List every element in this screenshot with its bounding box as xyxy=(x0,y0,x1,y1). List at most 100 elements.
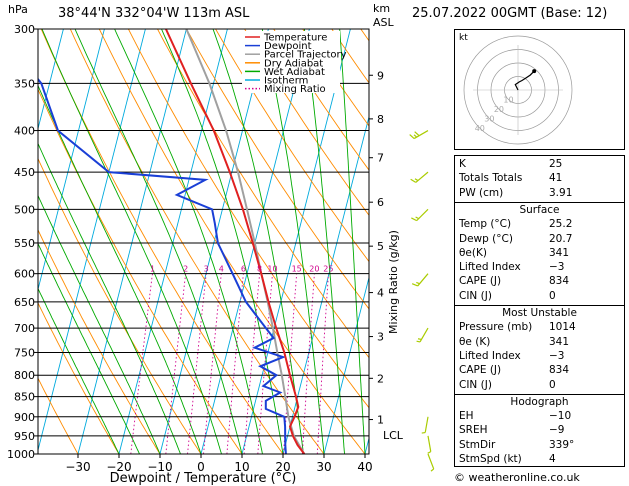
surface-section-title: Surface xyxy=(519,203,560,216)
hodograph-row: StmDir 339° xyxy=(459,439,620,453)
hodograph-ring-label: 40 xyxy=(475,124,485,133)
km-tick-label: 5 xyxy=(377,240,384,253)
pressure-tick-label: 400 xyxy=(14,125,35,138)
dry-adiabat-line xyxy=(38,88,243,454)
km-tick-label: 4 xyxy=(377,287,384,300)
wind-barbs xyxy=(409,130,435,472)
section-divider xyxy=(455,201,624,203)
mixing-ratio-line xyxy=(301,273,315,454)
section-divider xyxy=(455,393,624,395)
pressure-tick-label: 350 xyxy=(14,77,35,90)
pressure-tick-label: 850 xyxy=(14,391,35,404)
dewpoint-line xyxy=(38,77,287,454)
surface-row: Dewp (°C) 20.7 xyxy=(459,233,620,247)
hodograph-section-title: Hodograph xyxy=(510,395,569,408)
mixing-ratio-lines xyxy=(130,273,329,454)
index-name: CIN (J) xyxy=(459,289,492,302)
most-unstable-row: Lifted Index −3 xyxy=(459,350,620,364)
isotherm-line xyxy=(406,29,450,454)
isotherm-line xyxy=(38,29,105,292)
index-name: Pressure (mb) xyxy=(459,321,533,334)
temperature-tick-label: 10 xyxy=(234,460,249,474)
wind-barb xyxy=(411,208,429,222)
index-name: CIN (J) xyxy=(459,378,492,391)
wind-barb xyxy=(410,171,429,183)
index-value: 41 xyxy=(549,172,563,185)
legend-label: Dry Adiabat xyxy=(264,58,323,69)
dry-adiabat-line xyxy=(38,377,79,454)
km-tick-label: 1 xyxy=(377,414,384,427)
wind-barb-flag xyxy=(416,340,421,343)
isotherm-line xyxy=(159,29,269,454)
wind-barb-flag xyxy=(416,281,420,285)
wind-barb xyxy=(409,130,429,140)
index-name: SREH xyxy=(459,424,488,437)
footer-credit: © weatheronline.co.uk xyxy=(454,471,580,484)
wind-barb-flag xyxy=(430,468,435,472)
mixing-ratio-label: 15 xyxy=(292,265,302,274)
km-tick-label: 9 xyxy=(377,69,384,82)
km-tick-label: 6 xyxy=(377,196,384,209)
mixing-ratio-line xyxy=(165,273,187,454)
x-axis-title: Dewpoint / Temperature (°C) xyxy=(110,471,297,486)
wind-barb xyxy=(416,327,429,343)
temperature-tick-label: 20 xyxy=(275,460,290,474)
index-name: CAPE (J) xyxy=(459,275,502,288)
dry-adiabat-line xyxy=(215,29,369,263)
plot-frame xyxy=(37,28,370,455)
surface-row: θe(K) 341 xyxy=(459,247,620,261)
dry-adiabat-line xyxy=(273,29,369,171)
hodograph-trace xyxy=(514,70,535,91)
index-row: Totals Totals 41 xyxy=(459,172,620,186)
temperature-tick-label: 0 xyxy=(197,460,205,474)
dry-adiabat-line xyxy=(419,29,450,454)
hodograph-row: EH −10 xyxy=(459,410,620,424)
most-unstable-row: θe (K) 341 xyxy=(459,336,620,350)
surface-row: Temp (°C) 25.2 xyxy=(459,218,620,232)
pressure-tick-label: 1000 xyxy=(7,448,35,461)
mixing-ratio-label: 4 xyxy=(219,265,224,274)
index-value: −10 xyxy=(549,410,572,423)
wind-barb-flag xyxy=(414,178,419,182)
index-value: −3 xyxy=(549,349,565,362)
wind-barb xyxy=(421,416,429,434)
index-value: 3.91 xyxy=(549,186,573,199)
isotherm-line xyxy=(323,275,369,454)
temperature-tick-label: 30 xyxy=(316,460,331,474)
index-name: StmDir xyxy=(459,438,496,451)
legend-label: Parcel Trajectory xyxy=(264,50,347,61)
wind-barb-staff xyxy=(427,453,435,470)
mixing-ratio-label: 10 xyxy=(267,265,277,274)
mixing-ratio-label: 20 xyxy=(309,265,319,274)
index-name: PW (cm) xyxy=(459,186,504,199)
temperature-line xyxy=(164,29,306,454)
hodograph-ring xyxy=(463,35,573,145)
surface-row: CAPE (J) 834 xyxy=(459,275,620,289)
pressure-tick-labels: 300 350 400 450 500 550 600 650 700 750 800 850 900 9… xyxy=(7,23,38,461)
legend-label: Wet Adiabat xyxy=(264,67,325,78)
km-axis: 9 8 7 6 5 4 3 2 1 LCL xyxy=(369,69,404,442)
most-unstable-section-title: Most Unstable xyxy=(502,307,577,319)
pressure-tick-label: 950 xyxy=(14,430,35,443)
mixing-ratio-line xyxy=(130,273,153,454)
index-name: StmSpd (kt) xyxy=(459,453,522,465)
wind-barb-flag xyxy=(417,338,422,341)
temperature-tick-label: 40 xyxy=(357,460,372,474)
temperature-tick-labels: −30 −20 −10 0 10 20 30 40 xyxy=(65,454,373,474)
index-name: Lifted Index xyxy=(459,349,521,362)
index-value: −3 xyxy=(549,261,565,274)
surface-row: Lifted Index −3 xyxy=(459,261,620,275)
index-name: θe(K) xyxy=(459,246,487,259)
index-value: −9 xyxy=(549,424,565,437)
isotherm-line xyxy=(38,29,146,452)
dry-adiabat-line xyxy=(244,29,369,216)
wind-barb xyxy=(427,453,435,472)
index-value: 341 xyxy=(549,335,570,348)
wind-barb-flag xyxy=(411,217,417,222)
hodograph-unit-label: kt xyxy=(459,33,468,43)
mixing-ratio-label: 2 xyxy=(183,265,188,274)
mixing-ratio-line xyxy=(243,273,261,454)
index-name: CAPE (J) xyxy=(459,364,502,377)
